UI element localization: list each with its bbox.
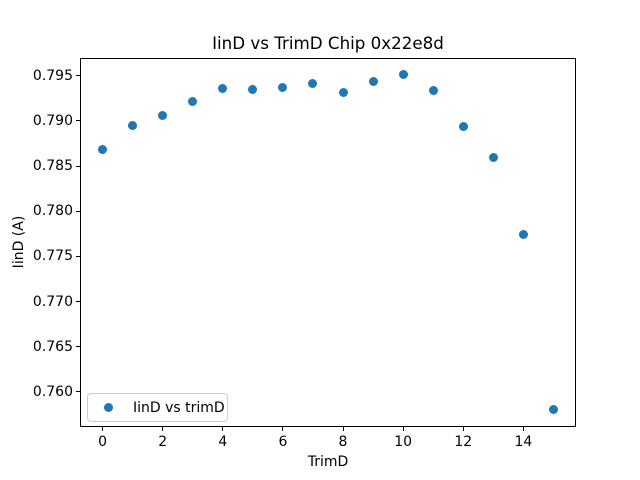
x-tick-label: 6 bbox=[278, 434, 288, 450]
data-point bbox=[338, 87, 348, 97]
y-tick-label: 0.780 bbox=[32, 203, 73, 220]
chart-title: IinD vs TrimD Chip 0x22e8d bbox=[212, 33, 444, 53]
data-point bbox=[488, 153, 498, 163]
x-tick bbox=[162, 427, 164, 431]
y-tick bbox=[76, 210, 80, 212]
y-tick bbox=[76, 120, 80, 122]
data-point bbox=[128, 120, 138, 130]
data-point bbox=[308, 78, 318, 88]
x-tick bbox=[402, 427, 404, 431]
y-axis-label: IinD (A) bbox=[11, 215, 27, 269]
data-point bbox=[98, 145, 108, 155]
x-tick bbox=[282, 427, 284, 431]
y-tick-label: 0.765 bbox=[32, 338, 73, 355]
x-tick bbox=[342, 427, 344, 431]
data-point bbox=[248, 84, 258, 94]
x-tick bbox=[222, 427, 224, 431]
data-point bbox=[278, 83, 288, 93]
x-tick-label: 8 bbox=[338, 434, 348, 450]
y-tick-label: 0.770 bbox=[32, 293, 73, 310]
y-tick-label: 0.760 bbox=[32, 383, 73, 400]
x-axis-label: TrimD bbox=[307, 454, 349, 470]
y-tick-label: 0.775 bbox=[32, 248, 73, 265]
x-tick bbox=[462, 427, 464, 431]
data-point bbox=[188, 97, 198, 107]
y-tick bbox=[76, 391, 80, 393]
x-tick-label: 0 bbox=[98, 434, 107, 450]
x-tick-label: 12 bbox=[454, 434, 473, 450]
data-point bbox=[218, 83, 228, 93]
y-tick bbox=[76, 301, 80, 303]
data-point bbox=[458, 121, 468, 131]
x-tick bbox=[522, 427, 524, 431]
x-tick-label: 2 bbox=[158, 434, 168, 450]
legend: IinD vs trimD bbox=[87, 393, 228, 422]
data-point bbox=[548, 405, 558, 415]
legend-label: IinD vs trimD bbox=[133, 399, 225, 416]
y-tick-label: 0.795 bbox=[32, 67, 73, 84]
data-point bbox=[398, 70, 408, 80]
y-tick bbox=[76, 165, 80, 167]
data-point bbox=[158, 111, 168, 121]
x-tick bbox=[102, 427, 104, 431]
x-tick-label: 10 bbox=[394, 434, 413, 450]
y-tick bbox=[76, 75, 80, 77]
y-tick-label: 0.790 bbox=[32, 112, 73, 129]
legend-marker-icon bbox=[104, 403, 113, 412]
x-tick-label: 14 bbox=[514, 434, 533, 450]
data-point bbox=[368, 76, 378, 86]
y-tick-label: 0.785 bbox=[32, 158, 73, 175]
plot-area bbox=[80, 58, 576, 427]
y-tick bbox=[76, 255, 80, 257]
y-tick bbox=[76, 346, 80, 348]
data-point bbox=[428, 85, 438, 95]
data-point bbox=[518, 230, 528, 240]
x-tick-label: 4 bbox=[218, 434, 228, 450]
